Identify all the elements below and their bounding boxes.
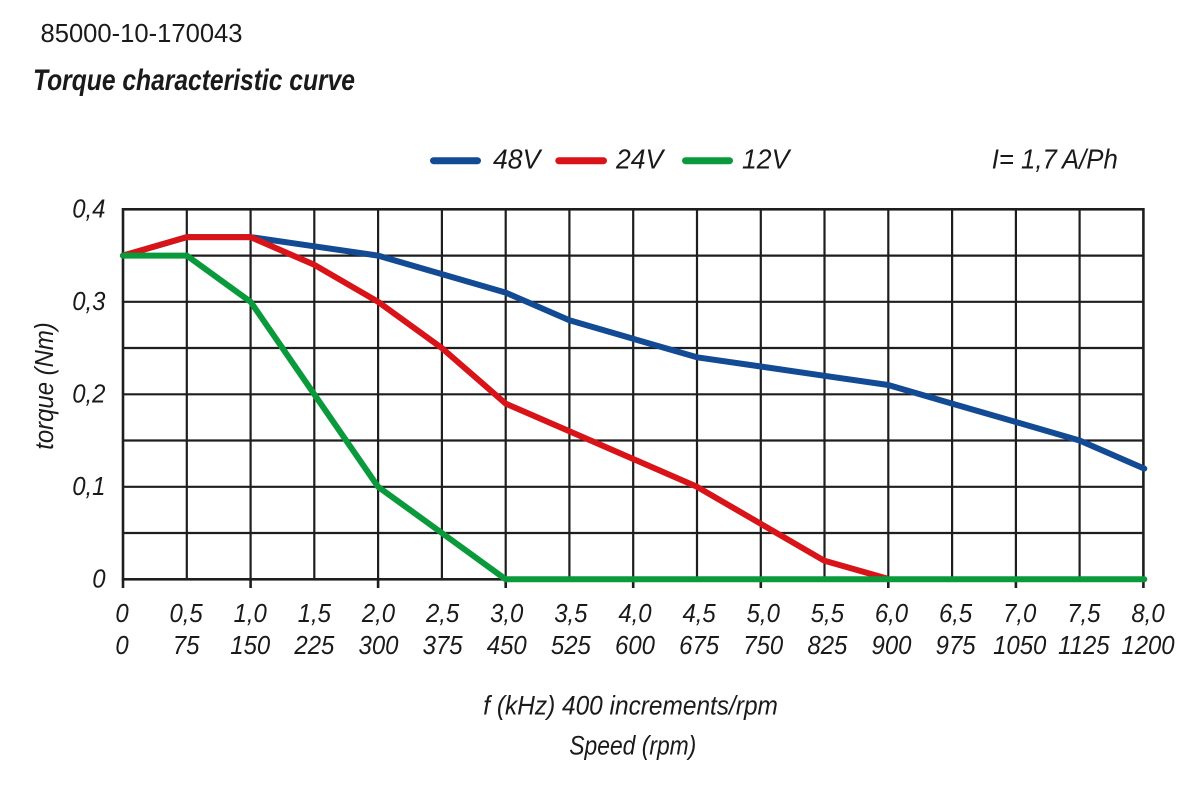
svg-text:Torque characteristic curve: Torque characteristic curve xyxy=(33,64,355,97)
svg-text:750: 750 xyxy=(743,631,783,660)
svg-text:450: 450 xyxy=(487,631,527,660)
svg-text:85000-10-170043: 85000-10-170043 xyxy=(41,18,243,48)
svg-text:8,0: 8,0 xyxy=(1131,599,1164,628)
svg-text:0,2: 0,2 xyxy=(72,380,105,409)
svg-text:300: 300 xyxy=(359,631,399,660)
svg-text:0,3: 0,3 xyxy=(72,287,105,316)
svg-text:torque (Nm): torque (Nm) xyxy=(30,322,59,450)
svg-text:375: 375 xyxy=(423,631,463,660)
svg-text:5,5: 5,5 xyxy=(811,599,844,628)
svg-text:4,0: 4,0 xyxy=(618,599,651,628)
svg-text:1,5: 1,5 xyxy=(298,599,331,628)
svg-text:2,0: 2,0 xyxy=(361,599,395,628)
svg-text:7,0: 7,0 xyxy=(1003,599,1036,628)
svg-text:7,5: 7,5 xyxy=(1067,599,1100,628)
svg-text:0: 0 xyxy=(115,599,128,628)
svg-text:825: 825 xyxy=(807,631,847,660)
svg-text:0,5: 0,5 xyxy=(170,599,203,628)
svg-text:600: 600 xyxy=(615,631,655,660)
svg-text:f (kHz) 400 increments/rpm: f (kHz) 400 increments/rpm xyxy=(483,691,778,721)
svg-text:I= 1,7 A/Ph: I= 1,7 A/Ph xyxy=(992,143,1118,174)
svg-text:1125: 1125 xyxy=(1058,631,1110,660)
svg-text:975: 975 xyxy=(936,631,976,660)
svg-text:0: 0 xyxy=(92,565,105,594)
svg-text:48V: 48V xyxy=(493,143,543,175)
svg-text:2,5: 2,5 xyxy=(425,599,459,628)
svg-text:75: 75 xyxy=(173,631,200,660)
svg-text:6,5: 6,5 xyxy=(939,599,972,628)
svg-text:12V: 12V xyxy=(742,143,792,175)
svg-text:525: 525 xyxy=(551,631,591,660)
svg-text:5,0: 5,0 xyxy=(747,599,780,628)
svg-text:0,1: 0,1 xyxy=(72,472,105,501)
svg-text:1,0: 1,0 xyxy=(234,599,267,628)
svg-text:675: 675 xyxy=(679,631,719,660)
svg-text:900: 900 xyxy=(872,631,912,660)
svg-text:24V: 24V xyxy=(615,143,666,175)
svg-text:0,4: 0,4 xyxy=(72,195,105,224)
svg-text:1050: 1050 xyxy=(993,631,1046,660)
svg-text:Speed (rpm): Speed (rpm) xyxy=(569,731,696,761)
svg-text:1200: 1200 xyxy=(1121,631,1174,660)
svg-text:150: 150 xyxy=(230,631,270,660)
svg-text:3,5: 3,5 xyxy=(554,599,587,628)
svg-text:225: 225 xyxy=(293,631,334,660)
svg-text:6,0: 6,0 xyxy=(875,599,908,628)
svg-text:0: 0 xyxy=(115,631,128,660)
svg-text:3,0: 3,0 xyxy=(490,599,523,628)
svg-text:4,5: 4,5 xyxy=(683,599,716,628)
